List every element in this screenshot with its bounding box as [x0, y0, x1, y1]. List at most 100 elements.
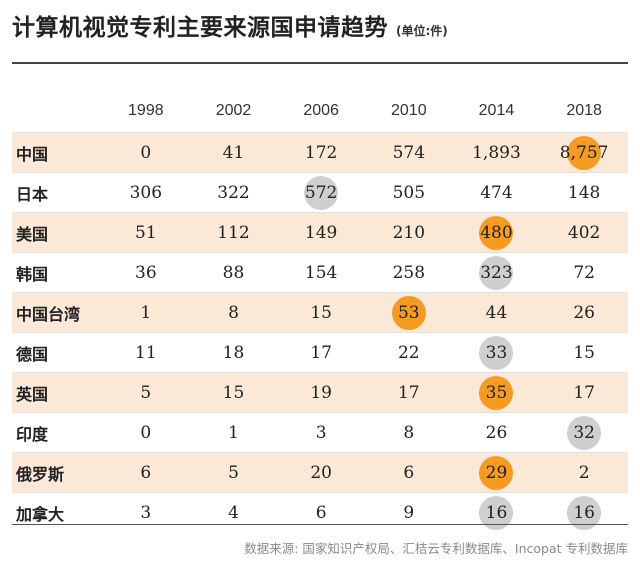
value-cell: 6	[364, 452, 453, 493]
value-text: 1	[140, 302, 152, 323]
value-text: 18	[222, 342, 245, 363]
value-text: 1,893	[472, 142, 521, 163]
value-cell: 15	[540, 332, 628, 373]
value-text: 33	[485, 342, 508, 363]
value-text: 36	[135, 262, 157, 283]
country-name: 美国	[12, 212, 102, 253]
value-text: 3	[315, 422, 327, 443]
value-text: 3	[140, 502, 152, 523]
table-row: 英国 5 15 19 17 35 17	[12, 372, 628, 413]
value-text: 505	[392, 182, 426, 203]
value-text: 22	[397, 342, 420, 363]
value-text: 26	[573, 302, 595, 323]
value-text: 258	[392, 262, 426, 283]
value-text: 8,757	[559, 142, 609, 163]
value-text: 72	[573, 262, 595, 283]
patent-table: 1998 2002 2006 2010 2014 2018 中国 0 41 172 57…	[12, 90, 628, 532]
source-note: 数据来源: 国家知识产权局、汇桔云专利数据库、Incopat 专利数据库	[244, 541, 628, 556]
year-header: 2002	[215, 102, 252, 119]
table-row: 中国台湾 1 8 15 53 44 26	[12, 292, 628, 333]
year-header: 2010	[391, 102, 427, 119]
country-name: 德国	[12, 332, 102, 373]
value-cell: 26	[540, 292, 628, 333]
value-cell: 4	[189, 492, 278, 532]
value-cell: 2	[540, 452, 628, 493]
value-text: 9	[403, 502, 415, 523]
table-body: 中国 0 41 172 574 1,893 8,757 日本 306 322 572 505 474 14…	[12, 132, 628, 532]
value-text: 8	[228, 302, 239, 323]
chart-title: 计算机视觉专利主要来源国申请趋势	[12, 15, 388, 41]
peak-highlight-circle	[479, 455, 514, 490]
country-name: 日本	[12, 172, 102, 213]
value-text: 16	[573, 502, 595, 523]
value-cell: 5	[102, 372, 190, 413]
peak-highlight-circle	[567, 135, 602, 170]
value-text: 35	[485, 382, 508, 403]
value-cell: 19	[277, 372, 365, 413]
value-text: 574	[392, 142, 426, 163]
value-cell: 44	[452, 292, 541, 333]
value-cell: 3	[102, 492, 190, 532]
value-text: 11	[135, 342, 157, 363]
value-cell: 154	[277, 252, 365, 293]
value-text: 1	[228, 422, 239, 443]
value-cell: 480	[452, 212, 541, 253]
value-text: 112	[217, 222, 250, 243]
value-cell: 17	[540, 372, 628, 413]
value-text: 172	[304, 142, 338, 163]
title-row: 计算机视觉专利主要来源国申请趋势 (单位:件)	[12, 8, 632, 48]
value-text: 6	[140, 462, 152, 483]
value-text: 32	[573, 422, 595, 443]
value-text: 41	[222, 142, 245, 163]
table-row: 印度 0 1 3 8 26 32	[12, 412, 628, 453]
country-name: 中国	[12, 132, 102, 173]
value-cell: 306	[102, 172, 190, 213]
corner-cell	[12, 90, 102, 133]
year-header: 2014	[478, 102, 515, 119]
country-name: 韩国	[12, 252, 102, 293]
value-cell: 51	[102, 212, 190, 253]
value-text: 17	[397, 382, 420, 403]
value-cell: 15	[277, 292, 365, 333]
value-text: 88	[222, 262, 245, 283]
secondary-highlight-circle	[479, 495, 514, 530]
value-cell: 33	[452, 332, 541, 373]
country-name: 英国	[12, 372, 102, 413]
value-text: 210	[392, 222, 426, 243]
value-text: 19	[310, 382, 332, 403]
value-cell: 29	[452, 452, 541, 493]
value-cell: 16	[540, 492, 628, 532]
value-cell: 22	[364, 332, 453, 373]
country-name: 印度	[12, 412, 102, 453]
value-cell: 149	[277, 212, 365, 253]
value-cell: 17	[364, 372, 453, 413]
table-row: 德国 11 18 17 22 33 15	[12, 332, 628, 373]
table-row: 俄罗斯 6 5 20 6 29 2	[12, 452, 628, 493]
value-text: 15	[310, 302, 332, 323]
value-cell: 323	[452, 252, 541, 293]
table-row: 美国 51 112 149 210 480 402	[12, 212, 628, 253]
value-cell: 322	[189, 172, 278, 213]
value-text: 15	[573, 342, 595, 363]
secondary-highlight-circle	[567, 495, 602, 530]
value-text: 4	[228, 502, 239, 523]
table-row: 日本 306 322 572 505 474 148	[12, 172, 628, 213]
value-cell: 26	[452, 412, 541, 453]
value-cell: 9	[364, 492, 453, 532]
value-cell: 572	[277, 172, 365, 213]
value-cell: 1,893	[452, 132, 541, 173]
table-row: 中国 0 41 172 574 1,893 8,757	[12, 132, 628, 173]
value-cell: 6	[102, 452, 190, 493]
value-cell: 148	[540, 172, 628, 213]
value-cell: 15	[189, 372, 278, 413]
value-cell: 0	[102, 132, 190, 173]
value-cell: 474	[452, 172, 541, 213]
value-cell: 8,757	[540, 132, 628, 173]
value-text: 17	[310, 342, 332, 363]
value-cell: 3	[277, 412, 365, 453]
value-cell: 172	[277, 132, 365, 173]
country-name: 俄罗斯	[12, 452, 102, 493]
value-text: 306	[129, 182, 163, 203]
value-cell: 18	[189, 332, 278, 373]
value-text: 0	[140, 142, 152, 163]
